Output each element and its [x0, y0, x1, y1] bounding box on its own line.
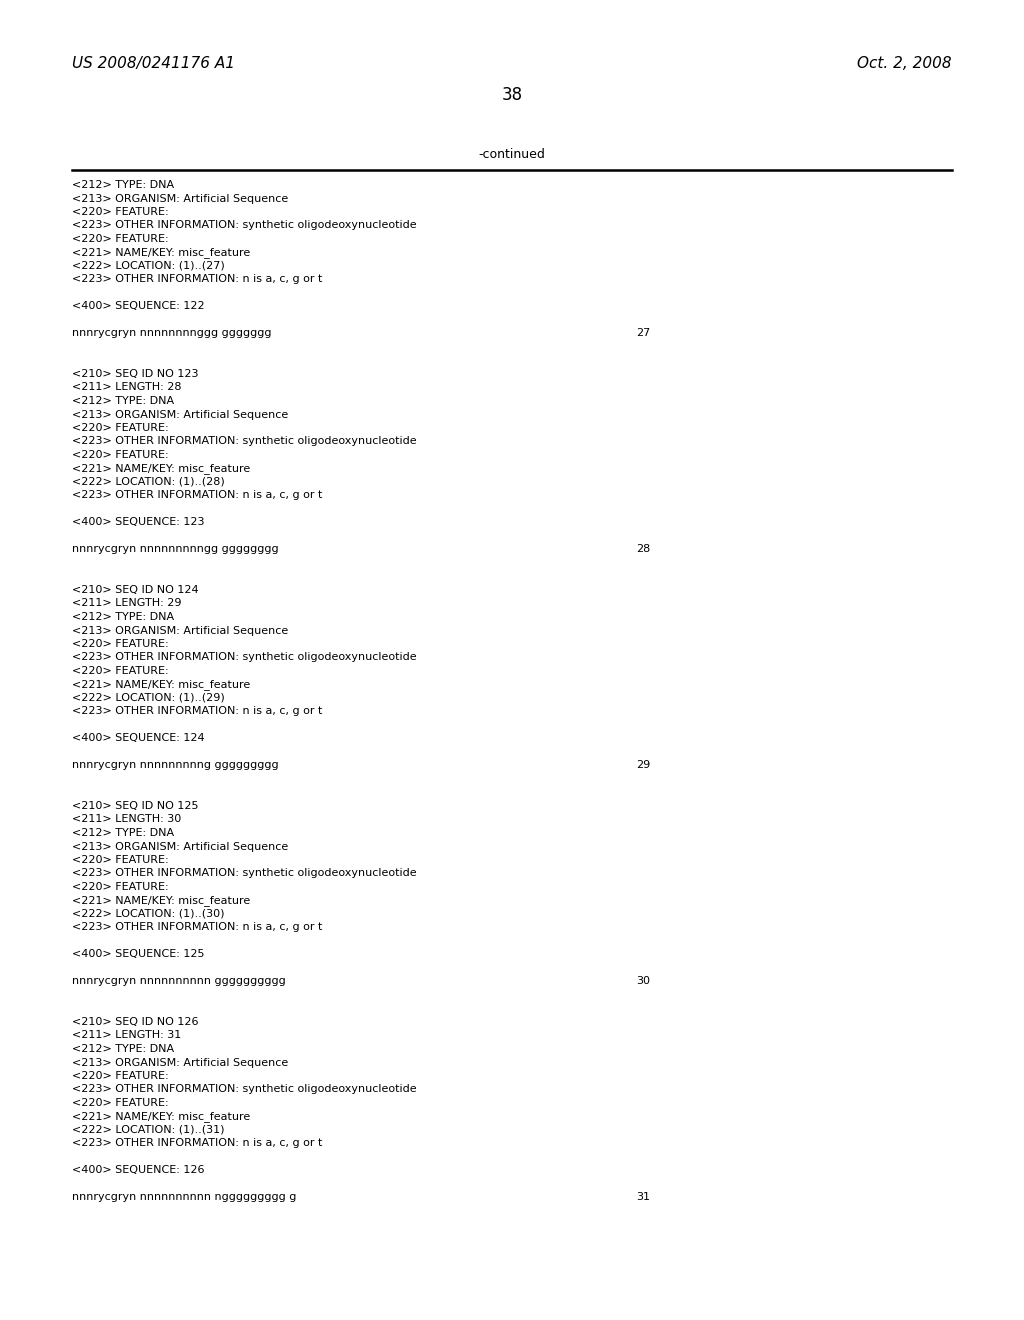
Text: <211> LENGTH: 31: <211> LENGTH: 31 [72, 1031, 181, 1040]
Text: <210> SEQ ID NO 126: <210> SEQ ID NO 126 [72, 1016, 199, 1027]
Text: <220> FEATURE:: <220> FEATURE: [72, 422, 169, 433]
Text: <220> FEATURE:: <220> FEATURE: [72, 1071, 169, 1081]
Text: nnnrycgryn nnnnnnnnnn gggggggggg: nnnrycgryn nnnnnnnnnn gggggggggg [72, 977, 286, 986]
Text: 29: 29 [636, 760, 650, 771]
Text: nnnrycgryn nnnnnnnnng ggggggggg: nnnrycgryn nnnnnnnnng ggggggggg [72, 760, 279, 771]
Text: nnnrycgryn nnnnnnnnngg gggggggg: nnnrycgryn nnnnnnnnngg gggggggg [72, 544, 279, 554]
Text: <213> ORGANISM: Artificial Sequence: <213> ORGANISM: Artificial Sequence [72, 1057, 288, 1068]
Text: <212> TYPE: DNA: <212> TYPE: DNA [72, 180, 174, 190]
Text: <222> LOCATION: (1)..(29): <222> LOCATION: (1)..(29) [72, 693, 224, 704]
Text: <220> FEATURE:: <220> FEATURE: [72, 207, 169, 216]
Text: <212> TYPE: DNA: <212> TYPE: DNA [72, 1044, 174, 1053]
Text: <222> LOCATION: (1)..(28): <222> LOCATION: (1)..(28) [72, 477, 224, 487]
Text: -continued: -continued [478, 148, 546, 161]
Text: <223> OTHER INFORMATION: synthetic oligodeoxynucleotide: <223> OTHER INFORMATION: synthetic oligo… [72, 869, 417, 879]
Text: <223> OTHER INFORMATION: synthetic oligodeoxynucleotide: <223> OTHER INFORMATION: synthetic oligo… [72, 220, 417, 231]
Text: <400> SEQUENCE: 123: <400> SEQUENCE: 123 [72, 517, 205, 528]
Text: <400> SEQUENCE: 125: <400> SEQUENCE: 125 [72, 949, 205, 960]
Text: <223> OTHER INFORMATION: n is a, c, g or t: <223> OTHER INFORMATION: n is a, c, g or… [72, 491, 323, 500]
Text: <210> SEQ ID NO 123: <210> SEQ ID NO 123 [72, 370, 199, 379]
Text: <222> LOCATION: (1)..(31): <222> LOCATION: (1)..(31) [72, 1125, 224, 1135]
Text: <220> FEATURE:: <220> FEATURE: [72, 234, 169, 244]
Text: <220> FEATURE:: <220> FEATURE: [72, 639, 169, 649]
Text: Oct. 2, 2008: Oct. 2, 2008 [857, 55, 952, 71]
Text: <212> TYPE: DNA: <212> TYPE: DNA [72, 828, 174, 838]
Text: <220> FEATURE:: <220> FEATURE: [72, 882, 169, 892]
Text: <223> OTHER INFORMATION: synthetic oligodeoxynucleotide: <223> OTHER INFORMATION: synthetic oligo… [72, 1085, 417, 1094]
Text: <213> ORGANISM: Artificial Sequence: <213> ORGANISM: Artificial Sequence [72, 194, 288, 203]
Text: <221> NAME/KEY: misc_feature: <221> NAME/KEY: misc_feature [72, 1111, 250, 1122]
Text: <213> ORGANISM: Artificial Sequence: <213> ORGANISM: Artificial Sequence [72, 842, 288, 851]
Text: <221> NAME/KEY: misc_feature: <221> NAME/KEY: misc_feature [72, 463, 250, 474]
Text: <210> SEQ ID NO 124: <210> SEQ ID NO 124 [72, 585, 199, 595]
Text: <223> OTHER INFORMATION: synthetic oligodeoxynucleotide: <223> OTHER INFORMATION: synthetic oligo… [72, 652, 417, 663]
Text: 27: 27 [636, 329, 650, 338]
Text: 31: 31 [636, 1192, 650, 1203]
Text: <213> ORGANISM: Artificial Sequence: <213> ORGANISM: Artificial Sequence [72, 409, 288, 420]
Text: <212> TYPE: DNA: <212> TYPE: DNA [72, 396, 174, 407]
Text: <400> SEQUENCE: 126: <400> SEQUENCE: 126 [72, 1166, 205, 1176]
Text: <212> TYPE: DNA: <212> TYPE: DNA [72, 612, 174, 622]
Text: <211> LENGTH: 28: <211> LENGTH: 28 [72, 383, 181, 392]
Text: nnnrycgryn nnnnnnnnggg ggggggg: nnnrycgryn nnnnnnnnggg ggggggg [72, 329, 271, 338]
Text: 28: 28 [636, 544, 650, 554]
Text: <223> OTHER INFORMATION: n is a, c, g or t: <223> OTHER INFORMATION: n is a, c, g or… [72, 706, 323, 717]
Text: <223> OTHER INFORMATION: n is a, c, g or t: <223> OTHER INFORMATION: n is a, c, g or… [72, 1138, 323, 1148]
Text: <222> LOCATION: (1)..(27): <222> LOCATION: (1)..(27) [72, 261, 224, 271]
Text: <400> SEQUENCE: 122: <400> SEQUENCE: 122 [72, 301, 205, 312]
Text: <400> SEQUENCE: 124: <400> SEQUENCE: 124 [72, 734, 205, 743]
Text: US 2008/0241176 A1: US 2008/0241176 A1 [72, 55, 234, 71]
Text: <221> NAME/KEY: misc_feature: <221> NAME/KEY: misc_feature [72, 248, 250, 259]
Text: <223> OTHER INFORMATION: n is a, c, g or t: <223> OTHER INFORMATION: n is a, c, g or… [72, 923, 323, 932]
Text: <213> ORGANISM: Artificial Sequence: <213> ORGANISM: Artificial Sequence [72, 626, 288, 635]
Text: <211> LENGTH: 29: <211> LENGTH: 29 [72, 598, 181, 609]
Text: <220> FEATURE:: <220> FEATURE: [72, 1098, 169, 1107]
Text: 38: 38 [502, 86, 522, 104]
Text: <223> OTHER INFORMATION: synthetic oligodeoxynucleotide: <223> OTHER INFORMATION: synthetic oligo… [72, 437, 417, 446]
Text: nnnrycgryn nnnnnnnnnn nggggggggg g: nnnrycgryn nnnnnnnnnn nggggggggg g [72, 1192, 296, 1203]
Text: <220> FEATURE:: <220> FEATURE: [72, 450, 169, 459]
Text: <221> NAME/KEY: misc_feature: <221> NAME/KEY: misc_feature [72, 895, 250, 907]
Text: <220> FEATURE:: <220> FEATURE: [72, 855, 169, 865]
Text: <210> SEQ ID NO 125: <210> SEQ ID NO 125 [72, 801, 199, 810]
Text: <222> LOCATION: (1)..(30): <222> LOCATION: (1)..(30) [72, 909, 224, 919]
Text: <221> NAME/KEY: misc_feature: <221> NAME/KEY: misc_feature [72, 680, 250, 690]
Text: 30: 30 [636, 977, 650, 986]
Text: <211> LENGTH: 30: <211> LENGTH: 30 [72, 814, 181, 825]
Text: <223> OTHER INFORMATION: n is a, c, g or t: <223> OTHER INFORMATION: n is a, c, g or… [72, 275, 323, 285]
Text: <220> FEATURE:: <220> FEATURE: [72, 667, 169, 676]
